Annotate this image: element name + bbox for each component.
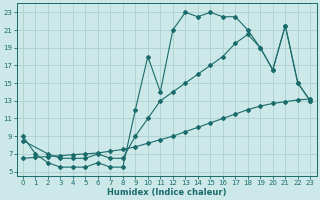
X-axis label: Humidex (Indice chaleur): Humidex (Indice chaleur) <box>107 188 226 197</box>
